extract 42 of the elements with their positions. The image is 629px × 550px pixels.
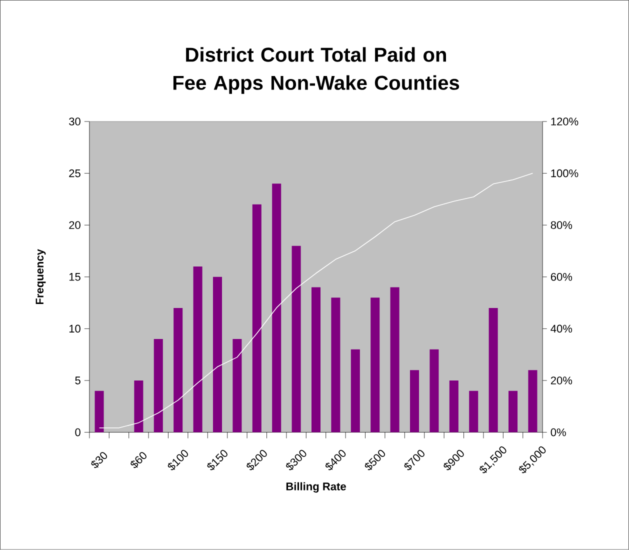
bar (252, 204, 262, 432)
bar (272, 184, 282, 432)
bar (410, 370, 420, 432)
y2-tick-label: 80% (550, 221, 572, 230)
bar (154, 339, 163, 432)
y2-tick-label: 0% (550, 428, 566, 436)
bar (469, 390, 478, 432)
y-tick-label: 10 (69, 324, 80, 333)
y2-tick-label: 60% (550, 273, 572, 281)
bar (370, 298, 380, 432)
bar (331, 298, 340, 432)
bar (232, 339, 242, 432)
bar (212, 277, 222, 432)
y-tick-label: 20 (69, 221, 80, 230)
y-tick-label: 0 (75, 428, 80, 436)
bar (174, 308, 183, 432)
bar (508, 390, 518, 432)
bar (488, 308, 498, 432)
y-axis-title: Frequency (36, 249, 46, 304)
y-tick-label: 5 (75, 376, 80, 384)
line-series (98, 173, 534, 428)
bar (350, 350, 360, 432)
bar (193, 266, 202, 432)
chart-title: District Court Total Paid on Fee Apps Non-Wake Counties (173, 47, 460, 94)
y-tick-label: 30 (69, 118, 80, 126)
y2-tick-label: 100% (551, 170, 578, 178)
y2-tick-label: 20% (550, 376, 572, 384)
bar (311, 287, 321, 432)
y2-tick-label: 120% (551, 118, 578, 126)
bar (449, 380, 458, 432)
y2-tick-label: 40% (550, 324, 572, 333)
bar (292, 246, 301, 432)
bar (134, 380, 144, 432)
bar (94, 390, 104, 432)
y-tick-label: 15 (69, 273, 80, 281)
bar (528, 370, 538, 432)
x-axis-title: Billing Rate (286, 482, 346, 493)
y-tick-label: 25 (69, 170, 80, 178)
x-tick-label: $60 (130, 452, 146, 468)
bar (430, 350, 439, 432)
bar (390, 287, 400, 432)
x-tick-label: $30 (91, 452, 108, 468)
